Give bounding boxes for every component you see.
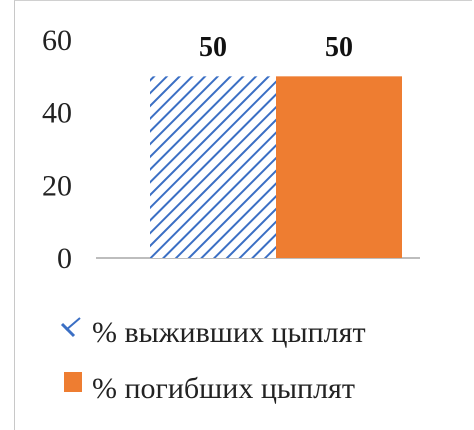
legend-label-2: % погибших цыплят	[92, 372, 355, 405]
y-tick-label: 0	[57, 242, 72, 275]
data-label-1: 50	[199, 32, 227, 63]
bar-1	[150, 76, 276, 258]
legend-swatch-hatch	[60, 317, 81, 338]
y-tick-label: 20	[42, 169, 72, 202]
bars-layer	[150, 76, 402, 258]
data-labels-layer: 50 50	[199, 32, 353, 63]
y-tick-label: 40	[42, 97, 72, 130]
legend: % выживших цыплят % погибших цыплят	[60, 316, 366, 405]
data-label-2: 50	[325, 32, 353, 63]
legend-swatch-solid	[64, 372, 82, 392]
legend-label-1: % выживших цыплят	[92, 316, 366, 349]
chart-frame	[14, 0, 472, 430]
y-tick-label: 60	[42, 24, 72, 57]
bar-2	[276, 76, 402, 258]
